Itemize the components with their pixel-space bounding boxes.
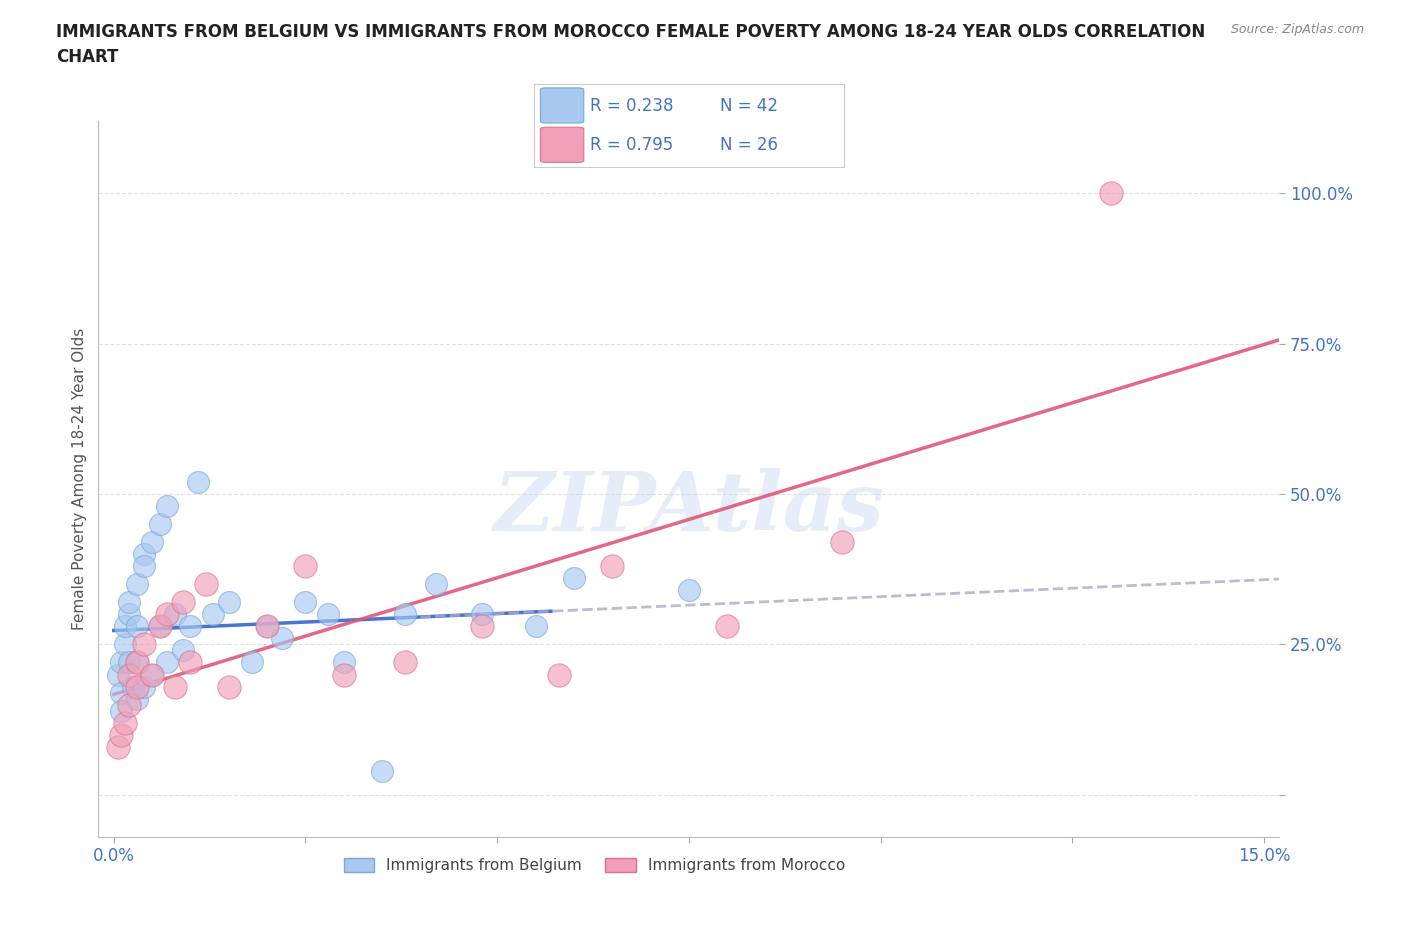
- Point: [600, 559, 623, 574]
- Point: [333, 667, 356, 682]
- Point: [179, 655, 201, 670]
- Point: [134, 559, 156, 574]
- Point: [122, 679, 145, 694]
- Point: [141, 535, 163, 550]
- Point: [471, 607, 494, 622]
- Point: [149, 619, 172, 634]
- Point: [110, 685, 132, 700]
- Point: [716, 619, 738, 634]
- Point: [110, 727, 132, 742]
- Point: [156, 655, 179, 670]
- Point: [172, 643, 194, 658]
- Point: [125, 577, 148, 591]
- Point: [394, 655, 416, 670]
- Text: N = 26: N = 26: [720, 136, 778, 153]
- Point: [172, 595, 194, 610]
- Point: [141, 667, 163, 682]
- Point: [371, 764, 394, 778]
- Point: [678, 583, 700, 598]
- Point: [149, 517, 172, 532]
- Point: [179, 619, 201, 634]
- Point: [165, 607, 187, 622]
- Text: R = 0.795: R = 0.795: [591, 136, 673, 153]
- Point: [471, 619, 494, 634]
- Point: [562, 571, 585, 586]
- Point: [202, 607, 225, 622]
- Point: [256, 619, 278, 634]
- Point: [114, 715, 136, 730]
- Point: [318, 607, 340, 622]
- Point: [118, 607, 141, 622]
- Point: [107, 667, 129, 682]
- Point: [425, 577, 447, 591]
- Point: [125, 655, 148, 670]
- Point: [156, 607, 179, 622]
- Point: [218, 595, 240, 610]
- Point: [165, 679, 187, 694]
- Point: [107, 739, 129, 754]
- Point: [149, 619, 172, 634]
- Legend: Immigrants from Belgium, Immigrants from Morocco: Immigrants from Belgium, Immigrants from…: [337, 852, 851, 880]
- Point: [125, 679, 148, 694]
- Point: [394, 607, 416, 622]
- Point: [294, 559, 316, 574]
- Text: ZIPAtlas: ZIPAtlas: [494, 468, 884, 548]
- Point: [333, 655, 356, 670]
- Y-axis label: Female Poverty Among 18-24 Year Olds: Female Poverty Among 18-24 Year Olds: [72, 328, 87, 631]
- Point: [831, 535, 853, 550]
- Point: [134, 637, 156, 652]
- Point: [118, 655, 141, 670]
- FancyBboxPatch shape: [540, 88, 583, 123]
- Point: [524, 619, 547, 634]
- Point: [187, 474, 209, 489]
- Point: [125, 691, 148, 706]
- Point: [271, 631, 294, 645]
- Point: [194, 577, 217, 591]
- Point: [125, 619, 148, 634]
- Point: [110, 655, 132, 670]
- Point: [156, 498, 179, 513]
- Point: [125, 655, 148, 670]
- Text: IMMIGRANTS FROM BELGIUM VS IMMIGRANTS FROM MOROCCO FEMALE POVERTY AMONG 18-24 YE: IMMIGRANTS FROM BELGIUM VS IMMIGRANTS FR…: [56, 23, 1205, 66]
- Point: [240, 655, 263, 670]
- Point: [218, 679, 240, 694]
- Point: [110, 703, 132, 718]
- Point: [134, 679, 156, 694]
- Point: [118, 698, 141, 712]
- Point: [118, 667, 141, 682]
- Point: [134, 547, 156, 562]
- Point: [294, 595, 316, 610]
- Text: Source: ZipAtlas.com: Source: ZipAtlas.com: [1230, 23, 1364, 36]
- Point: [1099, 186, 1122, 201]
- Point: [256, 619, 278, 634]
- FancyBboxPatch shape: [540, 127, 583, 163]
- Text: N = 42: N = 42: [720, 98, 778, 115]
- Point: [118, 595, 141, 610]
- Point: [547, 667, 569, 682]
- Point: [114, 619, 136, 634]
- Text: R = 0.238: R = 0.238: [591, 98, 673, 115]
- Point: [141, 667, 163, 682]
- Point: [114, 637, 136, 652]
